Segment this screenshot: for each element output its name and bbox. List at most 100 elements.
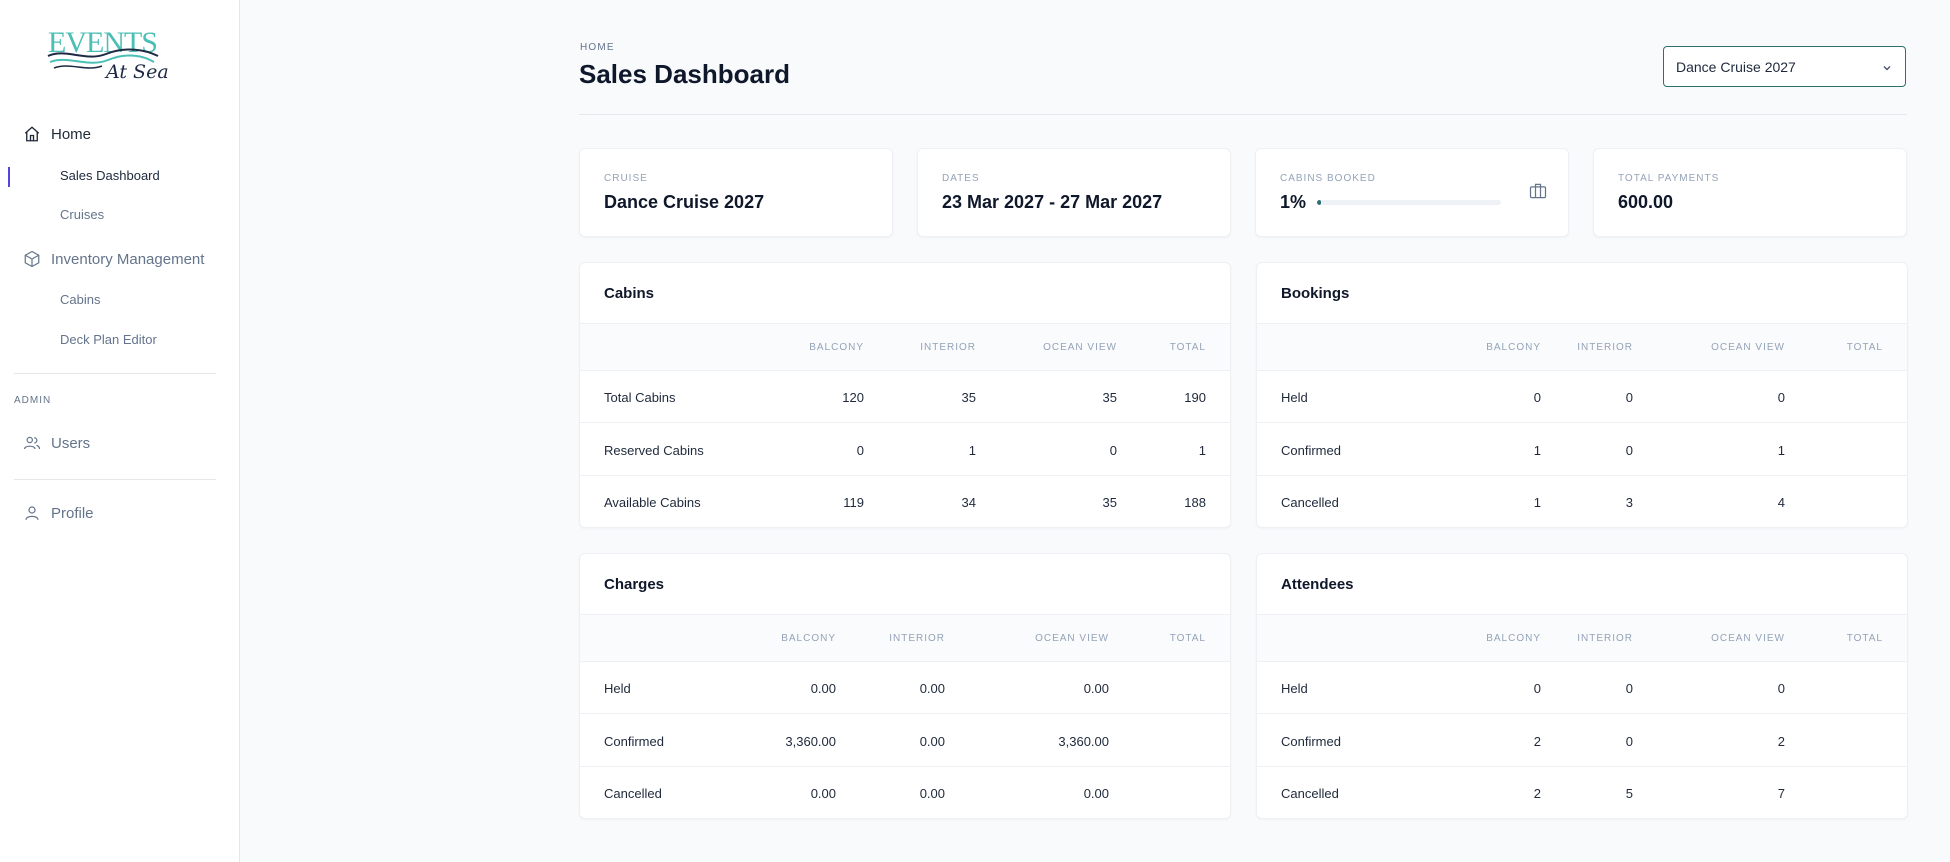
table-row: Cancelled 0.00 0.00 0.00 [580,767,1230,818]
table-cell: 1 [1533,495,1541,510]
stat-value: 1% [1280,192,1307,212]
stat-value: 600.00 [1618,192,1674,212]
nav-profile-label: Profile [51,504,94,522]
breadcrumb[interactable]: HOME [580,42,615,53]
users-icon [22,433,42,453]
table-cell: 3,360.00 [1058,734,1109,749]
column-header: OCEAN VIEW [1043,342,1117,353]
column-header: INTERIOR [1577,633,1633,644]
table-row: Cancelled 2 5 7 [1257,767,1907,818]
table-row: Confirmed 3,360.00 0.00 3,360.00 [580,715,1230,767]
nav-inventory-label: Inventory Management [51,250,205,268]
home-icon [22,124,42,144]
sidebar: EVENTS At Sea Home Sales Dashboard Cruis… [0,0,240,862]
row-label: Confirmed [1281,734,1341,749]
row-label: Cancelled [1281,495,1339,510]
column-header: INTERIOR [920,342,976,353]
table-cell: 0 [1777,681,1785,696]
charges-table: Charges BALCONY INTERIOR OCEAN VIEW TOTA… [579,553,1231,819]
events-at-sea-logo[interactable]: EVENTS At Sea [46,22,180,84]
nav-inventory-management[interactable]: Inventory Management [22,249,204,269]
nav-cabins[interactable]: Cabins [60,292,101,307]
nav-users[interactable]: Users [22,433,90,453]
nav-profile[interactable]: Profile [22,503,94,523]
cruise-select[interactable]: Dance Cruise 2027 [1663,46,1906,87]
table-title: Attendees [1281,576,1354,593]
table-title: Charges [604,576,665,593]
table-cell: 119 [843,495,864,510]
column-header: OCEAN VIEW [1711,342,1785,353]
stat-card-cabins-booked: CABINS BOOKED 1% [1255,148,1569,237]
row-label: Confirmed [1281,443,1341,458]
row-label: Total Cabins [604,390,676,405]
table-cell: 7 [1777,786,1785,801]
table-cell: 0.00 [810,681,836,696]
sidebar-divider [14,479,216,480]
stat-label: CABINS BOOKED [1280,173,1376,184]
table-cell: 35 [961,390,976,405]
table-header: BALCONY INTERIOR OCEAN VIEW TOTAL [580,614,1230,662]
progress-fill [1317,200,1321,205]
table-cell: 0 [1109,443,1117,458]
nav-cruises[interactable]: Cruises [60,207,105,222]
row-label: Held [1281,390,1308,405]
table-cell: 0.00 [1083,786,1109,801]
column-header: INTERIOR [1577,342,1633,353]
nav-deck-plan-editor[interactable]: Deck Plan Editor [60,332,157,347]
table-cell: 0 [856,443,864,458]
table-row: Held 0 0 0 [1257,662,1907,714]
table-row: Confirmed 2 0 2 [1257,715,1907,767]
row-label: Available Cabins [604,495,701,510]
row-label: Cancelled [604,786,662,801]
sidebar-divider [14,373,216,374]
table-cell: 188 [1184,495,1206,510]
cube-icon [22,249,42,269]
table-row: Held 0.00 0.00 0.00 [580,662,1230,714]
column-header: BALCONY [1486,633,1541,644]
attendees-table: Attendees BALCONY INTERIOR OCEAN VIEW TO… [1256,553,1908,819]
stat-label: DATES [942,173,980,184]
row-label: Reserved Cabins [604,443,704,458]
table-cell: 120 [842,390,864,405]
row-label: Held [604,681,631,696]
admin-section-label: ADMIN [14,395,52,406]
row-label: Cancelled [1281,786,1339,801]
table-cell: 3,360.00 [785,734,836,749]
table-cell: 190 [1184,390,1206,405]
cabins-table: Cabins BALCONY INTERIOR OCEAN VIEW TOTAL… [579,262,1231,528]
column-header: OCEAN VIEW [1711,633,1785,644]
table-cell: 0 [1777,390,1785,405]
page-title: Sales Dashboard [579,59,790,89]
user-icon [22,503,42,523]
table-cell: 0.00 [919,681,945,696]
table-cell: 0 [1533,681,1541,696]
nav-home[interactable]: Home [22,124,91,144]
table-cell: 0 [1625,681,1633,696]
table-cell: 3 [1625,495,1633,510]
table-cell: 0.00 [919,734,945,749]
column-header: TOTAL [1846,633,1883,644]
table-header: BALCONY INTERIOR OCEAN VIEW TOTAL [1257,323,1907,371]
stat-card-dates: DATES 23 Mar 2027 - 27 Mar 2027 [917,148,1231,237]
nav-users-label: Users [51,434,91,452]
briefcase-icon [1528,181,1548,206]
cruise-select-value: Dance Cruise 2027 [1676,58,1796,75]
stat-value: 23 Mar 2027 - 27 Mar 2027 [942,192,1163,212]
table-cell: 4 [1777,495,1785,510]
table-row: Reserved Cabins 0 1 0 1 [580,424,1230,476]
nav-sales-dashboard[interactable]: Sales Dashboard [60,168,160,183]
table-cell: 0 [1625,443,1633,458]
stat-card-total-payments: TOTAL PAYMENTS 600.00 [1593,148,1907,237]
row-label: Held [1281,681,1308,696]
table-cell: 0.00 [1083,681,1109,696]
table-cell: 0 [1533,390,1541,405]
stat-value: Dance Cruise 2027 [604,192,765,212]
nav-home-label: Home [51,125,92,143]
table-cell: 0.00 [919,786,945,801]
table-cell: 0 [1625,734,1633,749]
column-header: OCEAN VIEW [1035,633,1109,644]
cabins-booked-progress [1317,200,1501,205]
active-indicator [8,167,10,187]
table-cell: 1 [1777,443,1785,458]
row-label: Confirmed [604,734,664,749]
